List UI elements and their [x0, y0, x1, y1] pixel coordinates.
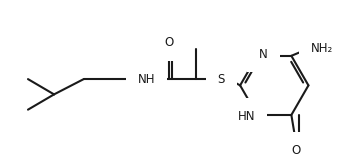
Text: NH: NH — [138, 73, 155, 86]
Text: O: O — [164, 36, 174, 49]
Text: N: N — [259, 48, 268, 60]
Text: NH₂: NH₂ — [311, 42, 334, 55]
Text: O: O — [291, 144, 300, 155]
Text: HN: HN — [238, 110, 255, 123]
Text: S: S — [218, 73, 225, 86]
